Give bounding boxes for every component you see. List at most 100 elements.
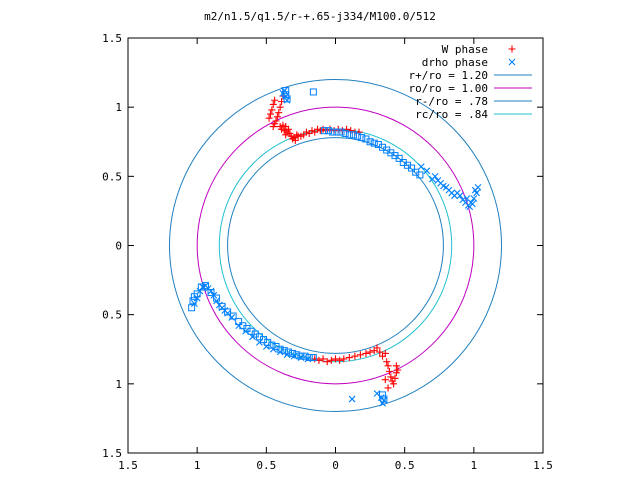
- data-point-plus: [351, 352, 359, 360]
- data-point-x: [423, 167, 431, 175]
- y-tick-label: 0.5: [102, 309, 122, 322]
- data-point-square: [280, 347, 288, 355]
- data-point-square: [282, 91, 290, 99]
- legend-label: rc/ro = .84: [415, 108, 488, 121]
- x-tick-label: 1: [471, 459, 478, 472]
- data-point-square: [218, 302, 226, 310]
- data-point-square: [349, 131, 357, 139]
- data-point-square: [235, 318, 243, 326]
- data-point-x: [470, 195, 478, 202]
- data-point-plus: [383, 358, 391, 366]
- legend-label: r-/ro = .78: [415, 95, 488, 108]
- data-point-plus: [269, 100, 277, 108]
- data-point-square: [276, 345, 284, 353]
- data-point-square: [358, 134, 366, 142]
- data-point-square: [333, 128, 341, 136]
- data-point-square: [320, 127, 328, 135]
- data-point-square: [201, 282, 209, 290]
- x-tick-label: 1.5: [118, 459, 138, 472]
- x-tick-label: 1: [194, 459, 201, 472]
- data-point-square: [207, 289, 215, 297]
- circle-series-3: [169, 79, 502, 412]
- data-point-plus: [271, 96, 279, 104]
- data-point-plus: [392, 362, 400, 370]
- data-point-square: [293, 351, 301, 359]
- data-point-plus: [282, 131, 290, 139]
- y-tick-label: 0.5: [102, 170, 122, 183]
- data-point-plus: [373, 344, 381, 352]
- data-point-x: [471, 186, 479, 194]
- data-point-plus: [390, 380, 398, 388]
- data-point-square: [305, 354, 313, 362]
- data-point-plus: [332, 355, 339, 363]
- data-point-plus: [284, 125, 292, 133]
- legend-label: r+/ro = 1.20: [409, 69, 488, 82]
- data-point-plus: [384, 384, 392, 392]
- data-point-plus: [273, 113, 281, 121]
- legend-label: ro/ro = 1.00: [409, 82, 488, 95]
- data-point-square: [337, 128, 345, 136]
- axis-ticks: 1.5 1 0.5 0 0.5 1 1.51.510.500.511.5: [102, 32, 553, 472]
- data-point-plus: [323, 358, 331, 366]
- data-point-plus: [391, 374, 399, 382]
- data-point-square: [366, 138, 374, 146]
- data-point-square: [341, 129, 349, 137]
- data-points: [188, 87, 482, 407]
- data-point-square: [329, 128, 337, 136]
- data-point-plus: [319, 355, 327, 363]
- data-point-square: [229, 312, 237, 320]
- data-point-square: [188, 304, 196, 312]
- data-point-x: [348, 395, 356, 403]
- data-point-x: [235, 322, 243, 330]
- data-point-square: [416, 171, 424, 179]
- data-point-square: [325, 127, 333, 135]
- data-point-plus: [387, 373, 395, 381]
- data-point-square: [354, 132, 362, 140]
- data-point-plus: [327, 356, 335, 364]
- data-point-x: [463, 195, 471, 202]
- data-point-square: [284, 348, 292, 356]
- data-point-square: [268, 341, 276, 349]
- data-point-plus: [266, 110, 274, 118]
- data-point-plus: [340, 355, 348, 363]
- x-tick-label: 1.5: [533, 459, 553, 472]
- x-tick-label: 0.5: [256, 459, 276, 472]
- data-point-plus: [394, 366, 402, 374]
- data-point-square: [309, 88, 317, 96]
- circle-series-4: [196, 106, 475, 385]
- data-point-plus: [508, 45, 516, 53]
- data-point-x: [508, 58, 516, 66]
- data-point-plus: [356, 351, 364, 359]
- y-tick-label: 0: [115, 240, 122, 253]
- data-point-square: [213, 294, 221, 302]
- data-point-square: [193, 290, 201, 298]
- data-point-plus: [265, 114, 273, 122]
- data-point-plus: [269, 123, 277, 131]
- data-point-plus: [345, 354, 353, 362]
- data-point-square: [301, 352, 309, 360]
- data-point-square: [380, 395, 388, 403]
- data-point-plus: [336, 356, 344, 364]
- data-point-plus: [291, 136, 299, 144]
- chart-title: m2/n1.5/q1.5/r-+.65-j334/M100.0/512: [204, 10, 436, 23]
- data-point-plus: [376, 348, 384, 356]
- data-point-plus: [362, 349, 370, 357]
- data-point-plus: [381, 376, 389, 384]
- y-tick-label: 1.5: [102, 447, 122, 460]
- circle-series-5: [227, 137, 444, 354]
- x-tick-label: 0: [332, 459, 339, 472]
- data-point-square: [282, 87, 290, 95]
- data-point-plus: [293, 131, 301, 139]
- data-point-square: [283, 95, 291, 103]
- data-point-square: [289, 349, 297, 357]
- data-point-square: [370, 139, 378, 147]
- data-point-square: [197, 283, 205, 291]
- data-point-x: [256, 338, 263, 346]
- data-point-square: [345, 131, 353, 139]
- data-point-square: [309, 354, 317, 362]
- data-point-plus: [366, 348, 374, 356]
- legend-label: drho phase: [422, 56, 488, 69]
- y-tick-label: 1: [115, 378, 122, 391]
